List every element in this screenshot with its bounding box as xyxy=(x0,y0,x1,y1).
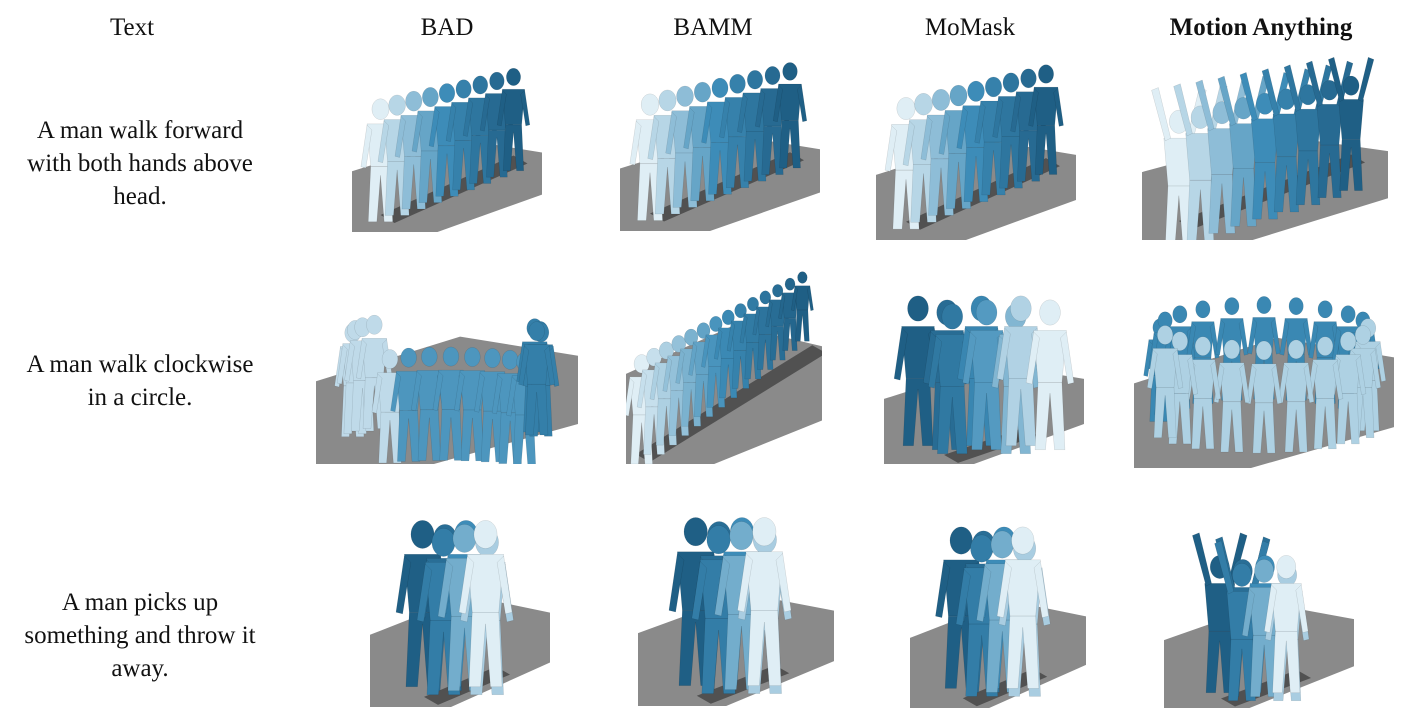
result-momask-row-1 xyxy=(876,58,1076,240)
header-bamm: BAMM xyxy=(673,14,753,41)
prompt-line: in a circle. xyxy=(87,384,193,411)
result-momask-row-3 xyxy=(910,512,1086,708)
result-bamm-row-1 xyxy=(620,56,820,231)
prompt-line: away. xyxy=(111,655,169,682)
result-motion-anything-row-3 xyxy=(1164,518,1354,708)
prompt-line: something and throw it xyxy=(24,622,256,649)
prompt-line: A man picks up xyxy=(61,589,219,616)
result-bad-row-3 xyxy=(370,505,550,707)
prompt-row-3: A man picks up something and throw it aw… xyxy=(0,586,280,685)
result-bad-row-1 xyxy=(352,62,542,232)
result-bamm-row-3 xyxy=(638,502,834,706)
header-bad: BAD xyxy=(420,14,474,41)
result-bamm-row-2 xyxy=(626,266,822,464)
prompt-row-2: A man walk clockwise in a circle. xyxy=(0,348,280,414)
result-motion-anything-row-1 xyxy=(1142,50,1388,240)
prompt-row-1: A man walk forward with both hands above… xyxy=(0,114,280,213)
header-motion-anything: Motion Anything xyxy=(1169,14,1353,41)
result-bad-row-2 xyxy=(316,282,578,464)
header-text: Text xyxy=(109,14,155,41)
result-momask-row-2 xyxy=(884,282,1084,464)
header-momask: MoMask xyxy=(924,14,1016,41)
prompt-line: A man walk forward xyxy=(36,117,244,144)
prompt-line: A man walk clockwise xyxy=(26,351,254,378)
prompt-line: with both hands above xyxy=(27,150,253,177)
result-motion-anything-row-2 xyxy=(1134,282,1394,468)
prompt-line: head. xyxy=(113,183,167,210)
